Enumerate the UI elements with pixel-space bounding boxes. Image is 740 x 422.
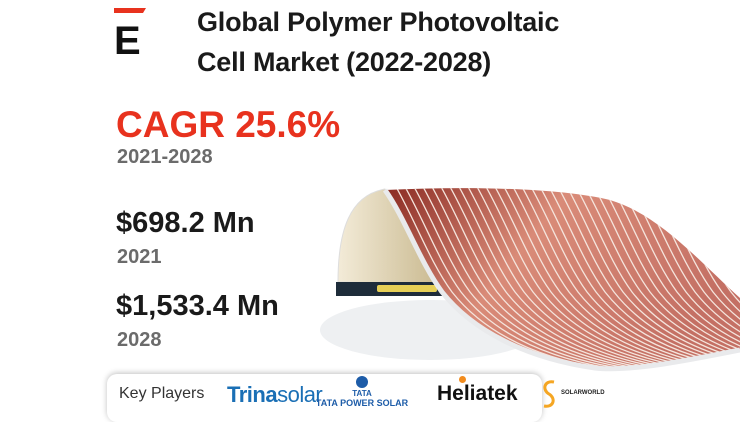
- market-value-2021: $698.2 Mn: [116, 207, 255, 239]
- cagr-period: 2021-2028: [117, 146, 213, 168]
- tata-emblem-icon: [356, 376, 368, 388]
- panel-stripe: [394, 188, 601, 369]
- panel-stripe: [448, 188, 655, 369]
- panel-stripe: [475, 188, 682, 369]
- solarworld-s-icon: [543, 380, 555, 408]
- panel-stripe: [502, 188, 709, 369]
- company-logo-solarworld: SOLARWORLD: [539, 378, 605, 415]
- heliatek-leaf-icon: [459, 376, 466, 383]
- cagr-value: CAGR 25.6%: [116, 104, 341, 145]
- panel-stripe: [628, 188, 740, 369]
- page-title-line1: Global Polymer Photovoltaic: [197, 7, 560, 37]
- panel-stripe: [610, 188, 740, 369]
- market-year-2028: 2028: [117, 329, 162, 351]
- panel-stripe: [520, 188, 727, 369]
- panel-stripe: [412, 188, 619, 369]
- page-title-line2: Cell Market (2022-2028): [197, 47, 492, 77]
- key-players-label: Key Players: [119, 385, 205, 402]
- panel-stripe: [529, 188, 736, 369]
- svg-text:E: E: [114, 19, 141, 56]
- panel-stripe: [457, 188, 664, 369]
- company-logo-heliatek: Heliatek: [437, 376, 518, 406]
- market-value-2028: $1,533.4 Mn: [116, 290, 279, 322]
- panel-stripe: [547, 188, 740, 369]
- panel-stripe: [538, 188, 740, 369]
- key-players-bar: Key Players Trinasolar TATA TATA POWER S…: [107, 374, 605, 422]
- brand-logo: E: [114, 8, 146, 56]
- company-logo-tata-power-solar: TATA TATA POWER SOLAR: [312, 376, 412, 408]
- panel-stripe: [619, 188, 740, 369]
- panel-stripe: [493, 188, 700, 369]
- panel-stripe: [484, 188, 691, 369]
- panel-stripe: [511, 188, 718, 369]
- panel-stripe: [439, 188, 646, 369]
- panel-stripe: [403, 188, 610, 369]
- panel-stripe: [601, 188, 740, 369]
- panel-stripe: [421, 188, 628, 369]
- panel-stripe: [592, 188, 740, 369]
- panel-stripe: [430, 188, 637, 369]
- market-year-2021: 2021: [117, 246, 162, 268]
- panel-stripe: [466, 188, 673, 369]
- company-logo-trinasolar: Trinasolar: [227, 382, 323, 407]
